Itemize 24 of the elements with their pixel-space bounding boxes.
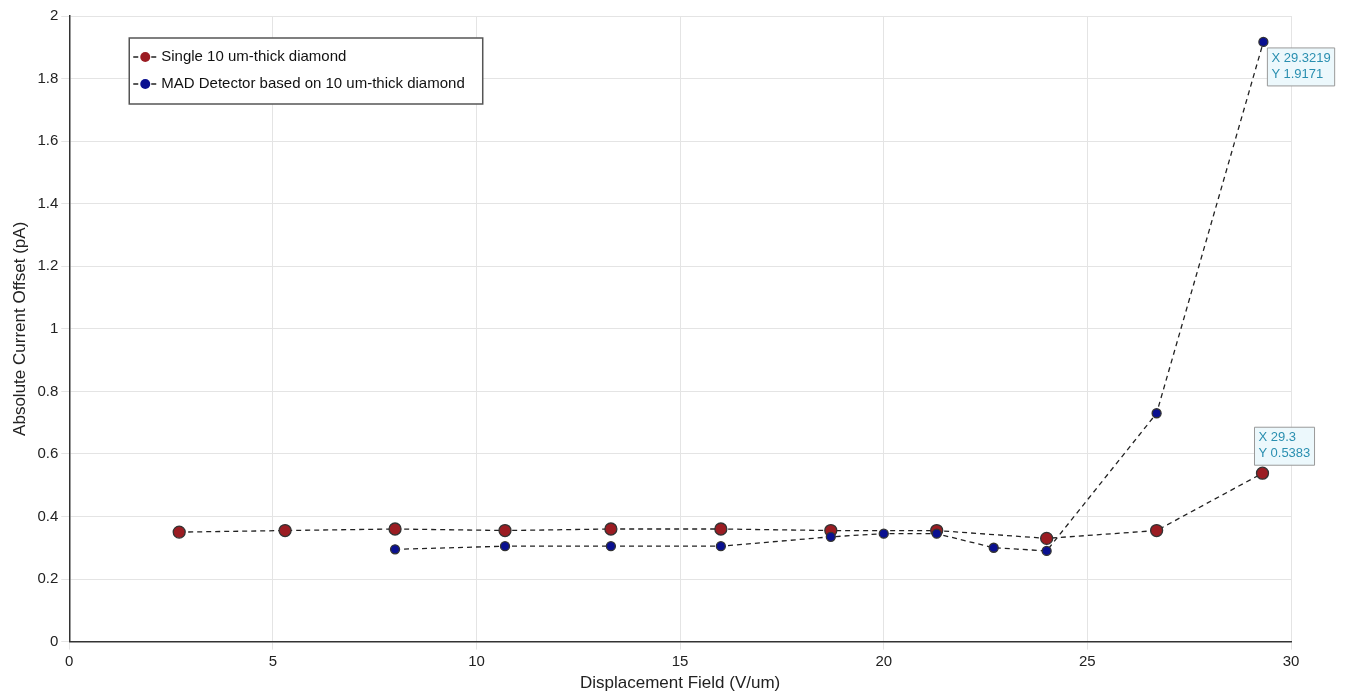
y-tick-label: 1.6 [37, 131, 59, 149]
x-axis-title: Displacement Field (V/um) [579, 673, 781, 693]
y-tick-label: 1.8 [37, 68, 59, 86]
y-tick-label: 1.4 [37, 193, 59, 211]
legend-label: MAD Detector based on 10 um-thick diamond [161, 74, 465, 92]
x-tick-label: 0 [65, 651, 74, 669]
y-tick-label: 1 [49, 318, 59, 336]
x-tick-label: 30 [1282, 651, 1300, 669]
x-tick-label: 5 [268, 651, 278, 669]
y-tick-label: 1.2 [37, 256, 59, 274]
y-tick-label: 0.6 [37, 444, 59, 462]
x-tick-label: 15 [671, 651, 689, 669]
x-tick-label: 25 [1079, 651, 1096, 669]
y-tick-label: 2 [49, 6, 59, 24]
x-tick-label: 10 [468, 651, 485, 669]
y-tick-label: 0.4 [37, 506, 59, 524]
annotation: X 29.3 Y 0.5383 [1258, 429, 1311, 461]
x-tick-label: 20 [875, 651, 893, 669]
y-axis-title: Absolute Current Offset (pA) [9, 221, 29, 436]
legend-label: Single 10 um-thick diamond [161, 47, 347, 65]
y-tick-label: 0.2 [37, 569, 59, 587]
annotation: X 29.3219 Y 1.9171 [1271, 50, 1331, 82]
y-tick-label: 0.8 [37, 381, 59, 399]
y-tick-label: 0 [49, 631, 59, 649]
